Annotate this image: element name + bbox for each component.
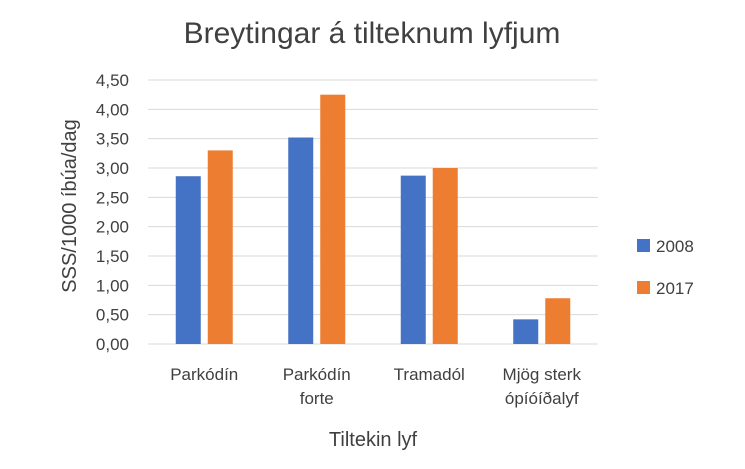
- x-tick-label: forte: [300, 389, 334, 408]
- y-axis-label: SSS/1000 íbúa/dag: [59, 119, 81, 292]
- bar-2008-0: [175, 176, 201, 344]
- y-tick-label: 1,00: [96, 276, 129, 295]
- y-tick-label: 4,00: [96, 100, 129, 119]
- bar-2008-2: [400, 175, 426, 344]
- y-tick-label: 0,50: [96, 306, 129, 325]
- x-tick-label: Parkódín: [283, 365, 351, 384]
- y-axis-ticks: 0,00 0,50 1,00 1,50 2,00 2,50 3,00 3,50 4,00 4,50: [96, 71, 129, 354]
- legend-label-2017: 2017: [656, 279, 694, 298]
- y-tick-label: 3,50: [96, 130, 129, 149]
- y-tick-label: 2,00: [96, 218, 129, 237]
- x-axis-ticks: Parkódín Parkódín forte Tramadól Mjög sterk ó…: [170, 365, 581, 408]
- x-tick-label: Parkódín: [170, 365, 238, 384]
- y-tick-label: 0,00: [96, 335, 129, 354]
- y-tick-label: 4,50: [96, 71, 129, 90]
- chart-title: Breytingar á tilteknum lyfjum: [184, 17, 561, 50]
- legend-swatch-2008: [637, 239, 650, 252]
- y-tick-label: 1,50: [96, 247, 129, 266]
- x-tick-label: Tramadól: [394, 365, 465, 384]
- y-tick-label: 2,50: [96, 188, 129, 207]
- bar-2017-2: [432, 168, 458, 344]
- legend: 2008 2017: [637, 237, 694, 298]
- legend-label-2008: 2008: [656, 237, 694, 256]
- bar-2008-3: [513, 319, 539, 344]
- legend-swatch-2017: [637, 281, 650, 294]
- y-tick-label: 3,00: [96, 159, 129, 178]
- x-axis-label: Tiltekin lyf: [329, 429, 418, 451]
- bar-2017-0: [207, 150, 233, 344]
- bar-2017-3: [545, 298, 571, 344]
- bar-2008-1: [288, 137, 314, 344]
- bars: [175, 94, 571, 345]
- x-tick-label: Mjög sterk: [503, 365, 582, 384]
- x-tick-label: ópíóíðalyf: [505, 389, 579, 408]
- bar-2017-1: [320, 94, 346, 345]
